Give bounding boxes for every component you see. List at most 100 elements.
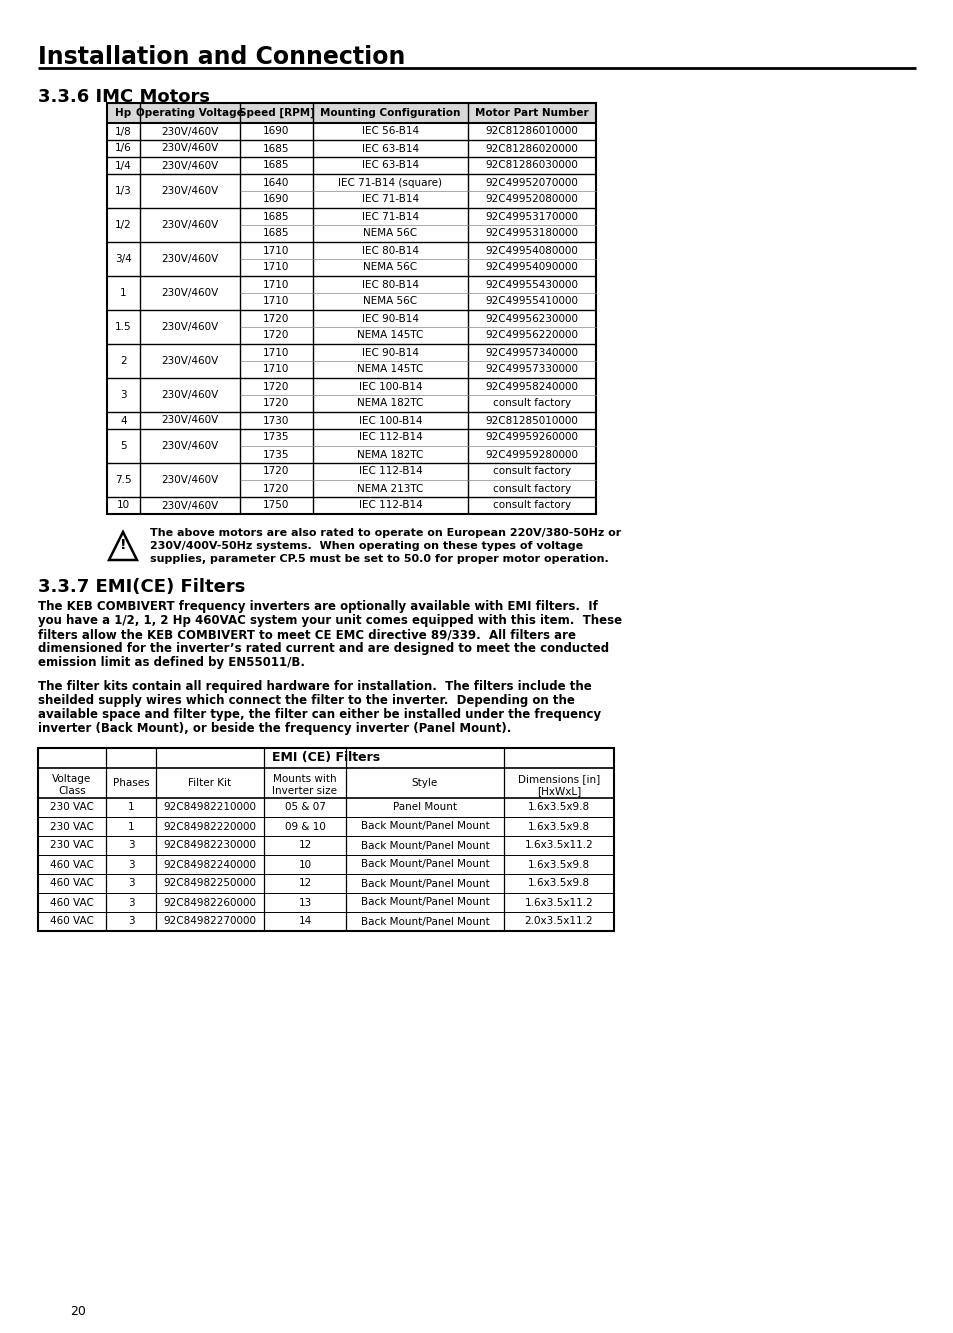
Text: 230V/460V: 230V/460V <box>161 127 218 136</box>
Text: 230V/460V: 230V/460V <box>161 288 218 299</box>
Text: 460 VAC: 460 VAC <box>50 917 93 926</box>
Text: 92C84982260000: 92C84982260000 <box>163 897 256 908</box>
Text: 92C81285010000: 92C81285010000 <box>485 416 578 425</box>
Text: The KEB COMBIVERT frequency inverters are optionally available with EMI filters.: The KEB COMBIVERT frequency inverters ar… <box>38 600 598 613</box>
Text: Back Mount/Panel Mount: Back Mount/Panel Mount <box>360 821 489 832</box>
Text: 92C84982270000: 92C84982270000 <box>163 917 256 926</box>
Text: 3.3.7 EMI(CE) Filters: 3.3.7 EMI(CE) Filters <box>38 579 245 596</box>
Text: consult factory: consult factory <box>493 467 571 476</box>
Text: 3/4: 3/4 <box>115 255 132 264</box>
Text: 230V/460V: 230V/460V <box>161 391 218 400</box>
Text: Installation and Connection: Installation and Connection <box>38 45 405 69</box>
Text: 92C81286010000: 92C81286010000 <box>485 127 578 136</box>
Text: NEMA 182TC: NEMA 182TC <box>357 399 423 408</box>
Text: Voltage: Voltage <box>52 774 91 784</box>
Text: 92C84982220000: 92C84982220000 <box>163 821 256 832</box>
Text: Speed [RPM]: Speed [RPM] <box>238 108 314 119</box>
Text: 460 VAC: 460 VAC <box>50 860 93 869</box>
Text: 92C81286030000: 92C81286030000 <box>485 160 578 171</box>
Text: 92C49958240000: 92C49958240000 <box>485 381 578 392</box>
Text: 230V/460V: 230V/460V <box>161 323 218 332</box>
Text: 92C49953170000: 92C49953170000 <box>485 212 578 221</box>
Text: Phases: Phases <box>112 778 150 788</box>
Text: 1: 1 <box>128 802 134 813</box>
Text: 230 VAC: 230 VAC <box>50 802 93 813</box>
Text: 230 VAC: 230 VAC <box>50 841 93 850</box>
Text: 230 VAC: 230 VAC <box>50 821 93 832</box>
Text: 92C49959280000: 92C49959280000 <box>485 449 578 460</box>
Text: !: ! <box>120 539 126 552</box>
Text: IEC 71-B14 (square): IEC 71-B14 (square) <box>338 177 442 188</box>
Text: consult factory: consult factory <box>493 500 571 511</box>
Text: 1: 1 <box>120 288 127 299</box>
Text: 92C49957330000: 92C49957330000 <box>485 364 578 375</box>
Text: available space and filter type, the filter can either be installed under the fr: available space and filter type, the fil… <box>38 708 600 721</box>
Text: EMI (CE) Filters: EMI (CE) Filters <box>272 752 379 765</box>
Text: 5: 5 <box>120 441 127 451</box>
Text: 230V/460V: 230V/460V <box>161 220 218 231</box>
Text: 20: 20 <box>70 1305 86 1318</box>
Text: 1/6: 1/6 <box>115 144 132 153</box>
Text: emission limit as defined by EN55011/B.: emission limit as defined by EN55011/B. <box>38 656 305 669</box>
Text: 230V/400V-50Hz systems.  When operating on these types of voltage: 230V/400V-50Hz systems. When operating o… <box>150 541 582 551</box>
Text: 1720: 1720 <box>263 381 290 392</box>
Text: [HxWxL]: [HxWxL] <box>537 786 580 796</box>
Text: IEC 80-B14: IEC 80-B14 <box>361 245 418 256</box>
Text: 1720: 1720 <box>263 484 290 493</box>
Text: Motor Part Number: Motor Part Number <box>475 108 588 119</box>
Text: 230V/460V: 230V/460V <box>161 255 218 264</box>
Text: 2.0x3.5x11.2: 2.0x3.5x11.2 <box>524 917 593 926</box>
Text: 12: 12 <box>298 878 312 889</box>
Text: NEMA 145TC: NEMA 145TC <box>357 331 423 340</box>
Text: 230V/460V: 230V/460V <box>161 500 218 511</box>
Text: 1690: 1690 <box>263 127 290 136</box>
Text: 230V/460V: 230V/460V <box>161 416 218 425</box>
Text: 1.5: 1.5 <box>115 323 132 332</box>
Text: 92C49952080000: 92C49952080000 <box>485 195 578 204</box>
Text: IEC 90-B14: IEC 90-B14 <box>361 348 418 357</box>
Text: NEMA 182TC: NEMA 182TC <box>357 449 423 460</box>
Text: you have a 1/2, 1, 2 Hp 460VAC system your unit comes equipped with this item.  : you have a 1/2, 1, 2 Hp 460VAC system yo… <box>38 615 621 627</box>
Text: 1/8: 1/8 <box>115 127 132 136</box>
Text: Back Mount/Panel Mount: Back Mount/Panel Mount <box>360 878 489 889</box>
Text: 10: 10 <box>117 500 130 511</box>
Text: NEMA 145TC: NEMA 145TC <box>357 364 423 375</box>
Text: IEC 71-B14: IEC 71-B14 <box>361 195 418 204</box>
Bar <box>107 103 596 515</box>
Text: 1.6x3.5x11.2: 1.6x3.5x11.2 <box>524 897 593 908</box>
Text: 1.6x3.5x9.8: 1.6x3.5x9.8 <box>527 860 590 869</box>
Text: 3: 3 <box>128 860 134 869</box>
Text: 92C84982240000: 92C84982240000 <box>163 860 256 869</box>
Text: 92C84982250000: 92C84982250000 <box>163 878 256 889</box>
Text: Class: Class <box>58 786 86 796</box>
Text: 1735: 1735 <box>263 432 290 443</box>
Text: inverter (Back Mount), or beside the frequency inverter (Panel Mount).: inverter (Back Mount), or beside the fre… <box>38 722 511 734</box>
Text: sheilded supply wires which connect the filter to the inverter.  Depending on th: sheilded supply wires which connect the … <box>38 694 575 706</box>
Text: 1730: 1730 <box>263 416 290 425</box>
Text: 92C49953180000: 92C49953180000 <box>485 228 578 239</box>
Text: IEC 56-B14: IEC 56-B14 <box>361 127 418 136</box>
Text: 1: 1 <box>128 821 134 832</box>
Text: 1710: 1710 <box>263 245 290 256</box>
Text: 460 VAC: 460 VAC <box>50 897 93 908</box>
Text: 14: 14 <box>298 917 312 926</box>
Text: Dimensions [in]: Dimensions [in] <box>517 774 599 784</box>
Text: 1/3: 1/3 <box>115 187 132 196</box>
Text: Operating Voltage: Operating Voltage <box>136 108 244 119</box>
Bar <box>38 748 614 930</box>
Text: 7.5: 7.5 <box>115 475 132 485</box>
Text: 1.6x3.5x9.8: 1.6x3.5x9.8 <box>527 821 590 832</box>
Text: 1720: 1720 <box>263 467 290 476</box>
Text: 3: 3 <box>128 897 134 908</box>
Text: 1710: 1710 <box>263 364 290 375</box>
Text: 1710: 1710 <box>263 280 290 289</box>
Text: Back Mount/Panel Mount: Back Mount/Panel Mount <box>360 917 489 926</box>
Text: IEC 112-B14: IEC 112-B14 <box>358 432 422 443</box>
Text: IEC 112-B14: IEC 112-B14 <box>358 500 422 511</box>
Text: 1685: 1685 <box>263 144 290 153</box>
Text: 92C49959260000: 92C49959260000 <box>485 432 578 443</box>
Text: Back Mount/Panel Mount: Back Mount/Panel Mount <box>360 897 489 908</box>
Text: Filter Kit: Filter Kit <box>189 778 232 788</box>
Text: 10: 10 <box>298 860 312 869</box>
Text: 92C84982210000: 92C84982210000 <box>163 802 256 813</box>
